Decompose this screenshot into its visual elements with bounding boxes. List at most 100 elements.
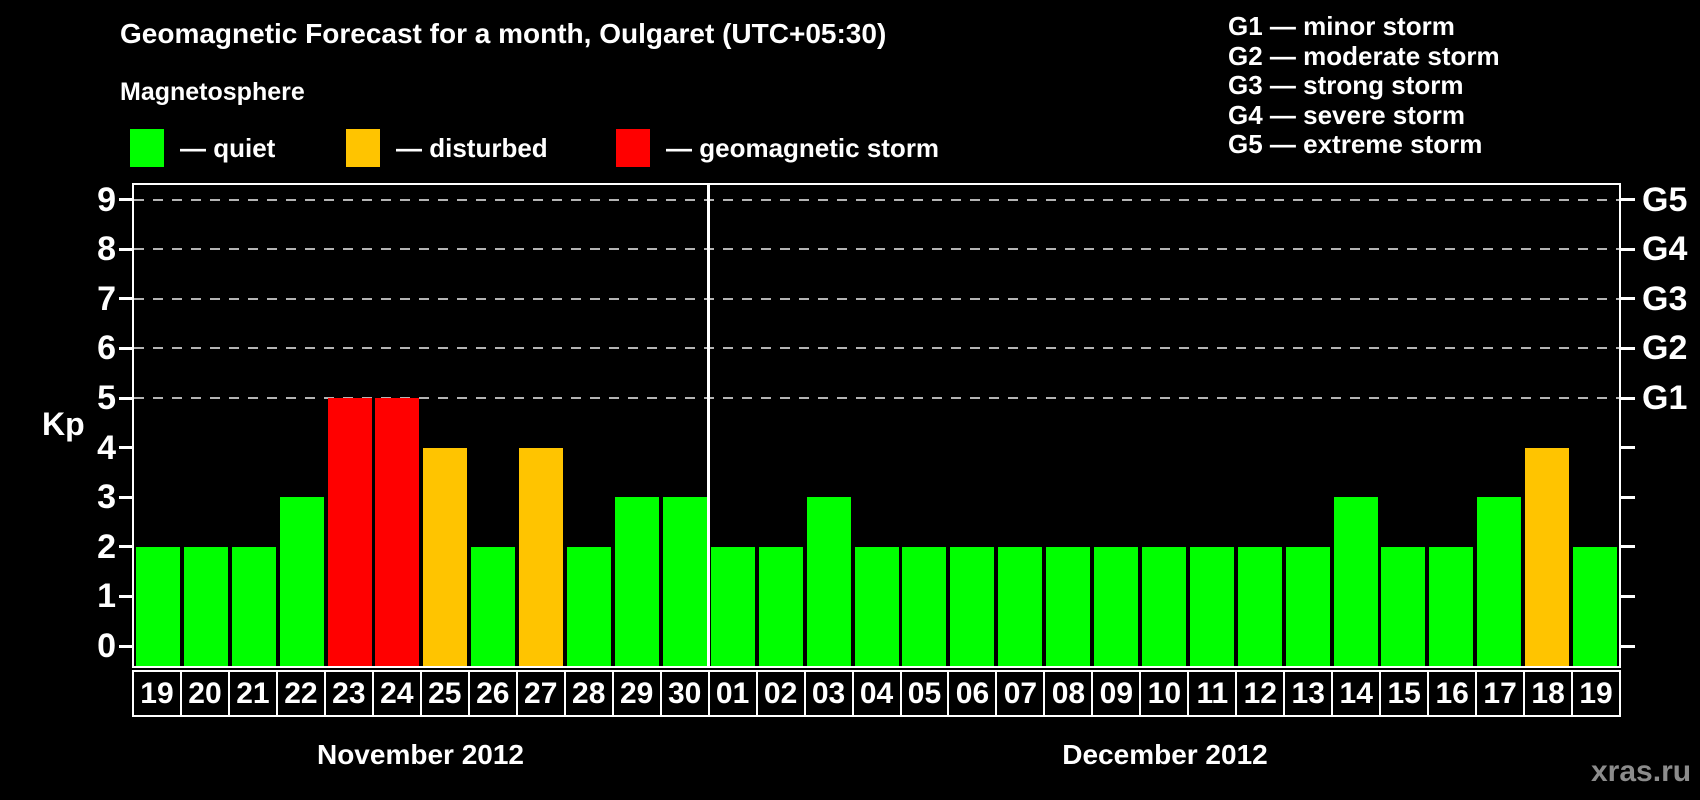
y-axis-label-7: 7	[97, 279, 116, 318]
kp-bar-22	[279, 497, 324, 666]
storm-color-swatch	[616, 129, 650, 167]
kp-bar-28	[567, 546, 612, 666]
y-axis-tick-7	[119, 297, 132, 301]
quiet-color-swatch	[130, 129, 164, 167]
kp-bar-12	[1237, 546, 1282, 666]
kp-bar-19	[135, 546, 180, 666]
right-axis-tick-3	[1621, 495, 1635, 499]
kp-bar-17	[1477, 497, 1522, 666]
legend-label-quiet: — quiet	[180, 132, 276, 163]
kp-bar-11	[1189, 546, 1234, 666]
legend-item-disturbed: — disturbed	[346, 129, 548, 167]
right-axis-tick-2	[1621, 545, 1635, 549]
right-axis-label-g2: G2	[1642, 329, 1688, 368]
y-axis-label-9: 9	[97, 180, 116, 219]
gridline-kp8	[134, 248, 1619, 251]
kp-bar-15	[1381, 546, 1426, 666]
plot-area	[132, 183, 1621, 668]
right-axis-tick-6	[1621, 346, 1635, 350]
chart-title: Geomagnetic Forecast for a month, Oulgar…	[120, 18, 887, 49]
y-axis-tick-4	[119, 446, 132, 450]
month-label-december: December 2012	[1062, 739, 1268, 770]
date-cell-28: 28	[563, 670, 614, 717]
month-label-november: November 2012	[316, 739, 524, 770]
kp-bar-01	[710, 546, 755, 666]
gridline-kp7	[134, 297, 1619, 300]
right-axis-tick-7	[1621, 297, 1635, 301]
date-cell-02: 02	[755, 670, 806, 717]
kp-bar-08	[1046, 546, 1091, 666]
y-axis-tick-6	[119, 346, 132, 350]
date-cell-08: 08	[1043, 670, 1094, 717]
date-cell-04: 04	[851, 670, 902, 717]
kp-bar-14	[1333, 497, 1378, 666]
kp-bar-16	[1429, 546, 1474, 666]
y-axis-label-5: 5	[97, 379, 116, 417]
g-scale-legend-item-g4: G4 — severe storm	[1228, 99, 1466, 130]
y-axis-label-1: 1	[97, 577, 116, 616]
y-axis-tick-1	[119, 594, 132, 598]
y-axis-label-8: 8	[97, 230, 116, 269]
date-cell-25: 25	[419, 670, 470, 717]
date-cell-22: 22	[275, 670, 326, 717]
gridline-kp5	[134, 397, 1619, 399]
date-cell-20: 20	[179, 670, 230, 717]
kp-bar-02	[758, 546, 803, 666]
date-cell-03: 03	[803, 670, 854, 717]
gridline-kp6	[134, 347, 1619, 350]
g-scale-legend-item-g2: G2 — moderate storm	[1228, 40, 1500, 71]
y-axis-tick-2	[119, 545, 132, 549]
g-scale-legend-item-g3: G3 — strong storm	[1228, 70, 1464, 101]
right-axis-tick-0	[1621, 644, 1635, 648]
kp-bar-03	[806, 497, 851, 666]
kp-bar-23	[327, 398, 372, 666]
disturbed-color-swatch	[346, 129, 380, 167]
y-axis-label-2: 2	[97, 527, 116, 566]
kp-bar-09	[1094, 546, 1139, 666]
kp-bar-29	[614, 497, 659, 666]
date-cell-18: 18	[1523, 670, 1574, 717]
kp-bar-06	[950, 546, 995, 666]
legend-item-quiet: — quiet	[130, 129, 275, 167]
date-cell-05: 05	[899, 670, 950, 717]
right-axis-tick-4	[1621, 446, 1635, 450]
y-axis-tick-0	[119, 644, 132, 648]
right-axis-tick-9	[1621, 198, 1635, 202]
month-divider	[707, 185, 711, 666]
kp-bar-10	[1141, 546, 1186, 666]
y-axis-tick-5	[119, 396, 132, 400]
y-axis-label-0: 0	[97, 627, 116, 665]
g-scale-legend-item-g1: G1 — minor storm	[1228, 11, 1455, 41]
legend-label-disturbed: — disturbed	[396, 132, 548, 163]
right-axis-tick-8	[1621, 247, 1635, 251]
gridline-kp9	[134, 198, 1619, 201]
right-axis-label-g3: G3	[1642, 279, 1688, 318]
date-cell-09: 09	[1091, 670, 1142, 717]
date-cell-26: 26	[467, 670, 518, 717]
date-cell-10: 10	[1139, 670, 1190, 717]
date-cell-11: 11	[1187, 670, 1238, 717]
kp-bar-07	[998, 546, 1043, 666]
right-axis-label-g1: G1	[1642, 379, 1688, 417]
kp-bar-30	[662, 497, 707, 666]
date-cell-19: 19	[132, 670, 182, 717]
legend-item-storm: — geomagnetic storm	[616, 129, 939, 167]
date-cell-19: 19	[1571, 670, 1622, 717]
y-axis-tick-8	[119, 247, 132, 251]
kp-bar-19	[1573, 546, 1618, 666]
kp-bar-21	[231, 546, 276, 666]
date-cell-06: 06	[947, 670, 998, 717]
date-cell-29: 29	[611, 670, 662, 717]
kp-bar-20	[183, 546, 228, 666]
date-cell-21: 21	[227, 670, 278, 717]
date-cell-27: 27	[515, 670, 566, 717]
date-cell-30: 30	[659, 670, 710, 717]
y-axis-label-4: 4	[97, 428, 116, 467]
date-cell-01: 01	[707, 670, 758, 717]
watermark: xras.ru	[1591, 755, 1692, 788]
y-axis-tick-9	[119, 198, 132, 202]
y-axis-tick-3	[119, 495, 132, 499]
right-axis-tick-5	[1621, 396, 1635, 400]
kp-bar-27	[519, 447, 564, 666]
